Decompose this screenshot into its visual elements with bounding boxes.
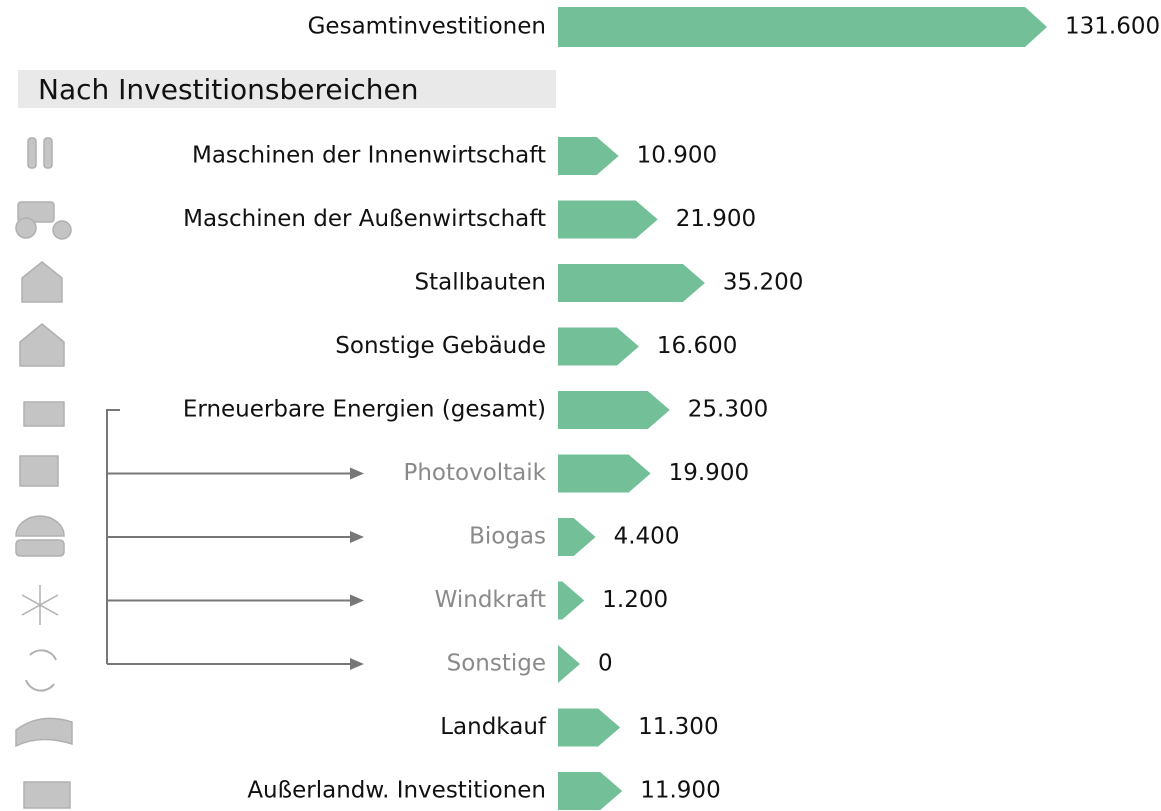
icon	[25, 649, 57, 692]
value-label: 1.200	[602, 587, 668, 613]
arrow-head	[350, 594, 364, 607]
icon	[43, 137, 53, 169]
bar	[558, 137, 619, 175]
value-label: 4.400	[614, 524, 680, 550]
category-label: Sonstige Gebäude	[335, 333, 546, 359]
bar	[558, 391, 670, 429]
bar	[558, 708, 621, 747]
category-label: Maschinen der Innenwirtschaft	[192, 143, 546, 169]
arrow-head	[350, 467, 364, 480]
icon	[19, 455, 59, 487]
category-label: Biogas	[469, 524, 546, 550]
bar	[558, 772, 623, 810]
bar	[558, 645, 580, 683]
bar	[558, 581, 585, 620]
icon	[23, 781, 71, 809]
value-label: 25.300	[688, 397, 768, 423]
section-header-bg	[18, 70, 556, 108]
value-label: 10.900	[637, 143, 717, 169]
icon	[15, 217, 37, 239]
value-label: 35.200	[723, 270, 803, 296]
value-label: 16.600	[657, 333, 737, 359]
bar	[558, 264, 705, 302]
value-label: 21.900	[676, 206, 756, 232]
arrow-head	[350, 531, 364, 543]
category-label: Maschinen der Außenwirtschaft	[183, 206, 546, 232]
bar	[558, 200, 658, 239]
bracket	[106, 409, 120, 664]
value-label: 0	[598, 651, 613, 677]
bar	[558, 518, 596, 556]
icon	[15, 717, 73, 748]
icon	[19, 323, 65, 367]
category-label: Stallbauten	[414, 270, 546, 296]
icon	[15, 515, 65, 537]
category-label: Landkauf	[440, 714, 547, 740]
category-label: Windkraft	[435, 587, 546, 613]
icon	[27, 137, 37, 169]
icon	[15, 539, 65, 557]
category-label: Erneuerbare Energien (gesamt)	[183, 397, 546, 423]
arrow-head	[350, 658, 364, 670]
bar	[558, 7, 1047, 47]
icons	[15, 137, 73, 809]
bar	[558, 454, 651, 493]
category-label: Sonstige	[447, 651, 546, 677]
value-label: 11.900	[640, 778, 720, 804]
value-label: 19.900	[669, 460, 749, 486]
icon	[21, 585, 59, 625]
value-label: 11.300	[638, 714, 718, 740]
icon	[17, 201, 55, 223]
section-title: Nach Investitionsbereichen	[38, 73, 419, 106]
icon	[21, 261, 63, 303]
icon	[52, 220, 72, 240]
category-label: Außerlandw. Investitionen	[247, 778, 546, 804]
value-label: 131.600	[1065, 14, 1160, 40]
icon	[23, 401, 65, 427]
category-label: Gesamtinvestitionen	[308, 14, 546, 40]
bar	[558, 327, 639, 366]
category-label: Photovoltaik	[403, 460, 546, 486]
